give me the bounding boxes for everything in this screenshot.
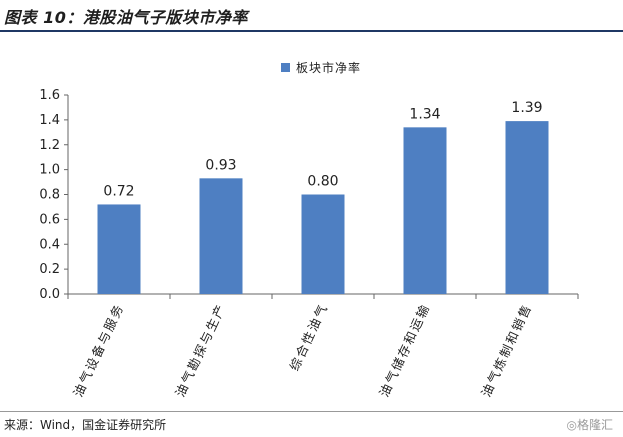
y-tick-label: 1.0 [39, 163, 60, 178]
data-label: 1.39 [511, 100, 542, 116]
chart-title: 图表 10：港股油气子版块市净率 [4, 8, 248, 27]
bar [97, 204, 141, 294]
data-label: 0.80 [307, 174, 338, 190]
chart-header: 图表 10：港股油气子版块市净率 [0, 0, 623, 32]
y-tick-label: 0.6 [39, 212, 60, 227]
bar [505, 121, 549, 295]
data-label: 0.93 [205, 157, 236, 173]
legend-swatch [281, 63, 290, 72]
watermark: ◎格隆汇 [566, 418, 613, 432]
y-tick-label: 0.8 [39, 188, 60, 203]
bar-chart: 0.0 0.2 0.4 0.6 0.8 1.0 1.2 1.4 1.6 0.72 油气设备与服务 0.… [39, 88, 579, 399]
data-label: 0.72 [103, 183, 134, 199]
legend: 板块市净率 [281, 59, 361, 76]
y-tick-label: 1.4 [39, 113, 60, 128]
x-category-label: 油气储存和运输 [376, 301, 432, 399]
y-tick-label: 0.0 [39, 287, 60, 302]
bar [301, 194, 345, 294]
x-category-label: 油气勘探与生产 [172, 301, 228, 399]
y-tick-label: 1.6 [39, 88, 60, 103]
x-category-label: 油气炼制和销售 [478, 301, 534, 399]
source-note: 来源：Wind，国金证券研究所 [4, 418, 167, 432]
x-category-label: 综合性油气 [286, 301, 330, 373]
bar [199, 178, 243, 294]
x-category-label: 油气设备与服务 [70, 301, 126, 399]
y-tick-label: 0.4 [39, 237, 60, 252]
y-tick-label: 0.2 [39, 262, 60, 277]
y-tick-label: 1.2 [39, 138, 60, 153]
legend-label: 板块市净率 [296, 61, 362, 75]
footer-divider [0, 411, 623, 412]
data-label: 1.34 [409, 106, 440, 122]
bar [403, 127, 447, 295]
